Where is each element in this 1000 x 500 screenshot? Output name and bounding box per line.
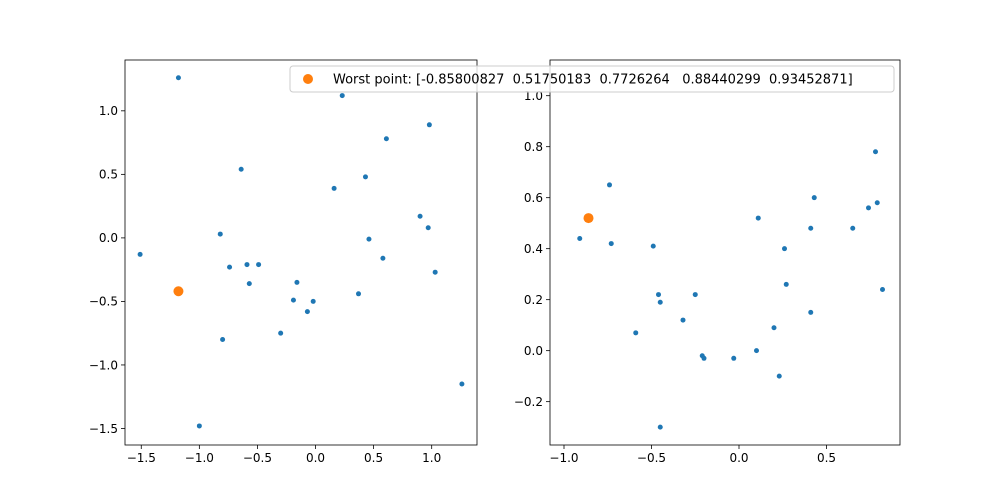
- data-point: [331, 185, 337, 191]
- data-point: [808, 309, 814, 315]
- y-tick-label: 0.2: [524, 293, 543, 307]
- worst-point: [173, 286, 184, 297]
- x-tick-label: 0.0: [729, 451, 748, 465]
- data-point: [656, 292, 661, 298]
- data-point: [417, 213, 423, 219]
- y-tick-label: 0.0: [99, 231, 118, 245]
- data-point: [607, 182, 612, 188]
- data-point: [776, 373, 782, 379]
- data-point: [701, 355, 707, 361]
- y-tick-label: 0.5: [99, 168, 118, 182]
- data-point: [783, 281, 789, 287]
- y-tick-label: 0.0: [524, 344, 543, 358]
- data-point: [175, 75, 181, 81]
- data-point: [657, 424, 663, 430]
- x-tick-label: −1.5: [127, 451, 156, 465]
- data-point: [850, 225, 856, 231]
- data-point: [754, 348, 759, 354]
- data-point: [608, 241, 614, 247]
- right-subplot: −1.0 −0.5 0.0 0.5−0.20.00.20.40.60.81.0: [514, 59, 901, 465]
- data-point: [432, 269, 438, 275]
- y-tick-label: 1.0: [99, 104, 118, 118]
- data-point: [380, 255, 386, 261]
- data-point: [294, 279, 300, 285]
- data-point: [874, 200, 880, 206]
- data-point: [304, 309, 310, 315]
- data-point: [771, 325, 777, 331]
- axes-frame: [549, 59, 901, 446]
- data-point: [339, 93, 345, 99]
- x-tick-label: 0.5: [364, 451, 383, 465]
- data-point: [755, 215, 761, 221]
- data-point: [238, 166, 244, 172]
- y-tick-label: −0.2: [514, 395, 543, 409]
- data-point: [657, 299, 663, 305]
- x-tick-label: −1.0: [549, 451, 578, 465]
- data-point: [873, 149, 878, 155]
- legend-marker: [303, 74, 313, 84]
- data-point: [577, 235, 583, 241]
- data-point: [217, 231, 223, 237]
- data-point: [244, 262, 250, 268]
- data-point: [425, 225, 431, 231]
- data-point: [782, 246, 787, 252]
- x-tick-label: 1.0: [422, 451, 441, 465]
- legend: Worst point: [-0.85800827 0.51750183 0.7…: [289, 65, 895, 93]
- data-point: [880, 286, 885, 292]
- data-point: [633, 330, 639, 336]
- data-point: [256, 262, 262, 268]
- data-point: [362, 174, 368, 180]
- x-tick-label: −0.5: [637, 451, 666, 465]
- data-point: [811, 195, 817, 201]
- data-point: [290, 297, 296, 303]
- data-point: [650, 243, 656, 249]
- x-tick-label: 0.5: [817, 451, 836, 465]
- legend-label: Worst point: [-0.85800827 0.51750183 0.7…: [333, 73, 853, 88]
- data-point: [356, 291, 362, 297]
- legend-box: [289, 65, 895, 93]
- data-point: [383, 136, 389, 142]
- x-tick-label: −1.0: [185, 451, 214, 465]
- data-point: [731, 355, 737, 361]
- data-point: [808, 225, 814, 231]
- data-point: [680, 317, 686, 323]
- x-tick-label: −0.5: [243, 451, 272, 465]
- y-tick-label: 0.6: [524, 191, 543, 205]
- left-subplot: −1.5 −1.0 −0.5 0.0 0.5 1.0 −1.5 −1.0 −0.5 0.0 0.5 1…: [89, 59, 478, 465]
- y-tick-label: −0.5: [89, 295, 118, 309]
- data-point: [196, 423, 202, 429]
- y-tick-label: −1.0: [89, 358, 118, 372]
- data-point: [366, 236, 372, 242]
- data-point: [278, 330, 284, 336]
- data-point: [459, 381, 465, 387]
- data-point: [220, 337, 226, 343]
- data-point: [692, 292, 698, 298]
- data-point: [866, 205, 871, 211]
- y-tick-label: −1.5: [89, 422, 118, 436]
- y-tick-label: 0.4: [524, 242, 543, 256]
- data-point: [426, 122, 432, 128]
- data-point: [137, 251, 143, 257]
- data-point: [227, 264, 233, 270]
- axes-frame: [124, 59, 478, 446]
- data-point: [246, 281, 252, 287]
- x-tick-label: 0.0: [306, 451, 325, 465]
- y-tick-label: 0.8: [524, 140, 543, 154]
- worst-point: [583, 213, 594, 224]
- data-point: [310, 298, 316, 304]
